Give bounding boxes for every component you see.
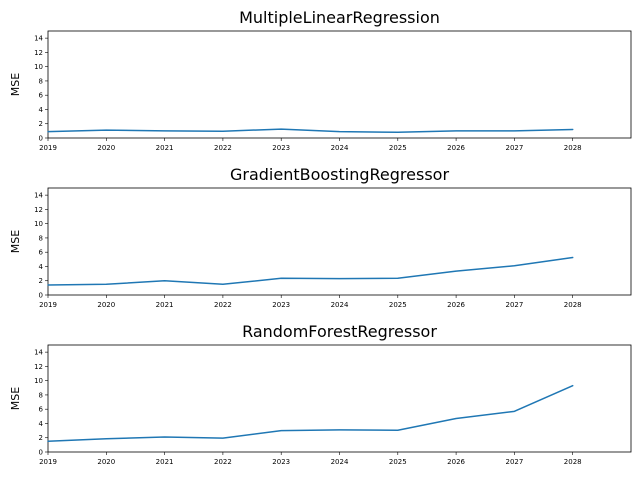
x-tick-label: 2027 xyxy=(505,144,523,152)
y-tick-label: 0 xyxy=(39,292,43,300)
x-tick-label: 2027 xyxy=(505,458,523,466)
x-tick-label: 2024 xyxy=(331,144,349,152)
x-tick-label: 2026 xyxy=(447,301,465,309)
y-axis-label: MSE xyxy=(9,230,22,253)
y-tick-label: 10 xyxy=(34,377,43,385)
x-tick-label: 2019 xyxy=(39,144,57,152)
y-tick-label: 12 xyxy=(34,49,43,57)
x-tick-label: 2021 xyxy=(156,144,174,152)
y-tick-label: 14 xyxy=(34,349,43,357)
y-tick-label: 0 xyxy=(39,449,43,457)
y-tick-label: 12 xyxy=(34,206,43,214)
y-tick-label: 10 xyxy=(34,63,43,71)
x-tick-label: 2019 xyxy=(39,458,57,466)
x-tick-label: 2022 xyxy=(214,301,232,309)
y-tick-label: 0 xyxy=(39,135,43,143)
y-tick-label: 10 xyxy=(34,220,43,228)
y-tick-label: 12 xyxy=(34,363,43,371)
series-line xyxy=(47,256,574,286)
y-tick-label: 4 xyxy=(39,420,44,428)
x-tick-label: 2022 xyxy=(214,458,232,466)
x-tick-label: 2021 xyxy=(156,301,174,309)
x-tick-label: 2024 xyxy=(331,301,349,309)
x-tick-label: 2025 xyxy=(389,301,407,309)
x-tick-label: 2021 xyxy=(156,458,174,466)
subplot-gradient-boosting-regressor: GradientBoostingRegressor MSE 0 2 4 6 8 10 12 1… xyxy=(9,165,632,309)
y-tick-label: 6 xyxy=(39,92,44,100)
chart-title: GradientBoostingRegressor xyxy=(230,165,449,184)
y-tick-label: 14 xyxy=(34,192,43,200)
chart-title: RandomForestRegressor xyxy=(242,322,437,341)
x-tick-label: 2020 xyxy=(97,458,115,466)
subplot-random-forest-regressor: RandomForestRegressor MSE 0 2 4 6 8 10 12 14 201… xyxy=(9,322,632,466)
x-tick-label: 2023 xyxy=(272,144,290,152)
y-tick-label: 2 xyxy=(39,277,43,285)
x-tick-label: 2025 xyxy=(389,458,407,466)
y-tick-label: 14 xyxy=(34,35,43,43)
x-tick-label: 2026 xyxy=(447,458,465,466)
series-line xyxy=(47,384,574,443)
x-tick-label: 2019 xyxy=(39,301,57,309)
x-tick-label: 2028 xyxy=(564,144,582,152)
x-tick-label: 2022 xyxy=(214,144,232,152)
x-tick-label: 2020 xyxy=(97,144,115,152)
y-tick-label: 6 xyxy=(39,406,44,414)
y-tick-label: 6 xyxy=(39,249,44,257)
x-tick-label: 2027 xyxy=(505,301,523,309)
chart-title: MultipleLinearRegression xyxy=(239,8,440,27)
x-tick-label: 2026 xyxy=(447,144,465,152)
y-tick-label: 4 xyxy=(39,263,44,271)
y-tick-label: 4 xyxy=(39,106,44,114)
x-tick-label: 2024 xyxy=(331,458,349,466)
x-tick-label: 2023 xyxy=(272,301,290,309)
x-tick-label: 2028 xyxy=(564,458,582,466)
y-tick-label: 8 xyxy=(39,391,43,399)
x-tick-label: 2025 xyxy=(389,144,407,152)
x-tick-label: 2028 xyxy=(564,301,582,309)
y-tick-label: 2 xyxy=(39,120,43,128)
series-line xyxy=(47,128,574,134)
x-tick-label: 2020 xyxy=(97,301,115,309)
y-tick-label: 8 xyxy=(39,77,43,85)
y-axis-label: MSE xyxy=(9,387,22,410)
axes-frame xyxy=(47,30,632,139)
x-tick-label: 2023 xyxy=(272,458,290,466)
y-axis-label: MSE xyxy=(9,73,22,96)
y-tick-label: 8 xyxy=(39,234,43,242)
subplot-multiple-linear-regression: MultipleLinearRegression MSE 0 2 4 6 8 10 12 14… xyxy=(9,8,632,152)
y-tick-label: 2 xyxy=(39,434,43,442)
